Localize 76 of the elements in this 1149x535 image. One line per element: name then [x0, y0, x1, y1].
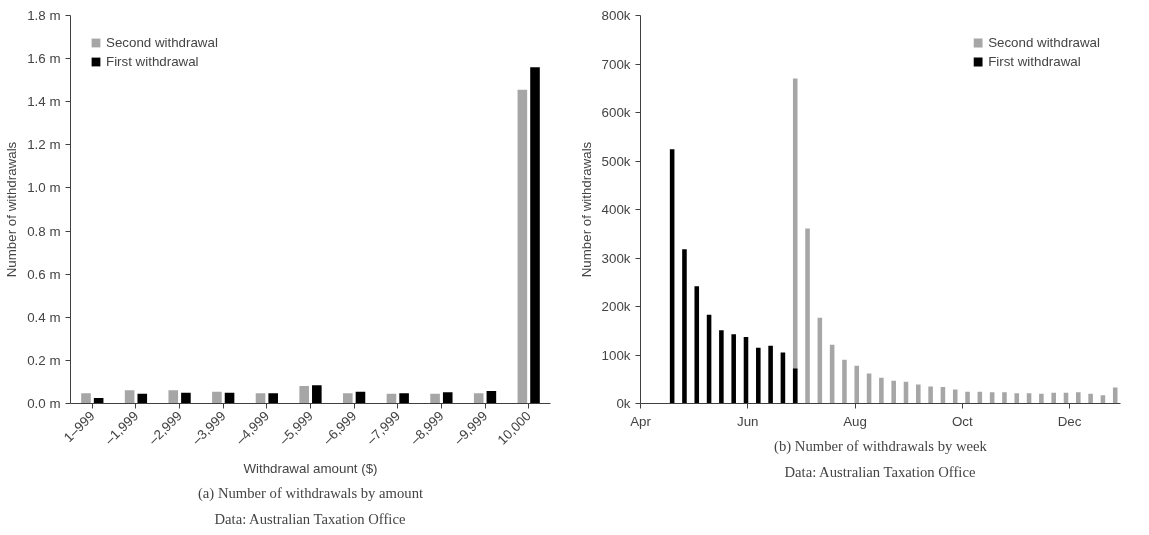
- bar: [792, 368, 798, 404]
- y-tick-label: 1.2 m: [27, 137, 61, 153]
- y-tick-label: 1.4 m: [27, 94, 61, 110]
- legend-label: Second withdrawal: [988, 35, 1100, 50]
- y-tick-label: 1.6 m: [27, 51, 61, 67]
- bar: [1112, 387, 1118, 404]
- y-tick-label: 0.6 m: [27, 266, 61, 282]
- legend-label: Second withdrawal: [106, 35, 218, 50]
- bar: [928, 386, 933, 404]
- bar: [212, 391, 222, 404]
- bar: [530, 67, 540, 404]
- bar: [768, 345, 773, 404]
- bar: [1088, 393, 1093, 404]
- bar: [891, 380, 896, 404]
- bar: [137, 393, 148, 404]
- bar: [719, 330, 724, 404]
- y-axis-title: Number of withdrawals: [4, 141, 20, 278]
- x-tick-label: Apr: [630, 413, 652, 429]
- bar: [124, 390, 135, 404]
- bar: [1076, 392, 1081, 404]
- bar: [430, 393, 440, 404]
- x-tick-label: Jun: [737, 413, 759, 429]
- bar: [299, 386, 309, 404]
- y-tick-label: 800k: [601, 8, 631, 23]
- y-axis-title: Number of withdrawals: [578, 141, 594, 278]
- bar: [268, 393, 278, 404]
- bar: [1039, 393, 1044, 404]
- bar: [181, 392, 191, 404]
- y-tick-label: 0.2 m: [27, 352, 61, 368]
- y-tick-label: 0k: [616, 396, 631, 411]
- x-tick-label: Oct: [951, 413, 973, 429]
- bar: [517, 89, 528, 404]
- legend-label: First withdrawal: [988, 54, 1081, 69]
- bar: [399, 393, 409, 404]
- y-tick-label: 400k: [601, 202, 631, 217]
- bar: [731, 334, 736, 404]
- bar: [1014, 393, 1020, 404]
- x-tick-label: Dec: [1057, 413, 1082, 429]
- x-tick-label: Aug: [843, 413, 867, 429]
- bar: [312, 385, 322, 404]
- y-tick-label: 700k: [601, 56, 631, 72]
- bar: [1002, 392, 1007, 404]
- text: (a) Number of withdrawals by amount: [197, 484, 424, 502]
- y-tick-label: 300k: [601, 250, 631, 266]
- bar: [842, 359, 847, 404]
- y-tick-label: 1.8 m: [27, 8, 61, 23]
- bar: [756, 347, 761, 404]
- bar: [168, 390, 179, 404]
- bar: [442, 392, 453, 404]
- bar: [343, 393, 353, 404]
- bar: [486, 391, 497, 404]
- bar: [805, 228, 810, 404]
- text: Data: Australian Taxation Office: [784, 463, 976, 480]
- y-tick-label: 600k: [601, 105, 631, 120]
- y-tick-label: 0.0 m: [27, 396, 61, 411]
- bar: [81, 393, 91, 404]
- bar: [694, 286, 700, 404]
- bar: [473, 393, 484, 404]
- bar: [916, 384, 921, 404]
- bar: [1051, 392, 1056, 404]
- y-tick-label: 0.8 m: [27, 223, 61, 239]
- y-tick-label: 500k: [601, 153, 631, 169]
- x-axis-title: Withdrawal amount ($): [243, 460, 378, 476]
- bar: [952, 389, 958, 404]
- bar: [854, 365, 860, 404]
- bar: [255, 393, 266, 404]
- y-tick-label: 100k: [601, 347, 631, 363]
- y-tick-label: 0.4 m: [27, 309, 61, 325]
- text: Data: Australian Taxation Office: [214, 510, 406, 527]
- y-tick-label: 200k: [601, 299, 631, 314]
- bar: [682, 249, 687, 404]
- text: (b) Number of withdrawals by week: [774, 437, 988, 455]
- bar: [879, 377, 884, 404]
- y-tick-label: 1.0 m: [27, 180, 61, 196]
- legend-label: First withdrawal: [106, 54, 199, 69]
- bar: [965, 391, 970, 404]
